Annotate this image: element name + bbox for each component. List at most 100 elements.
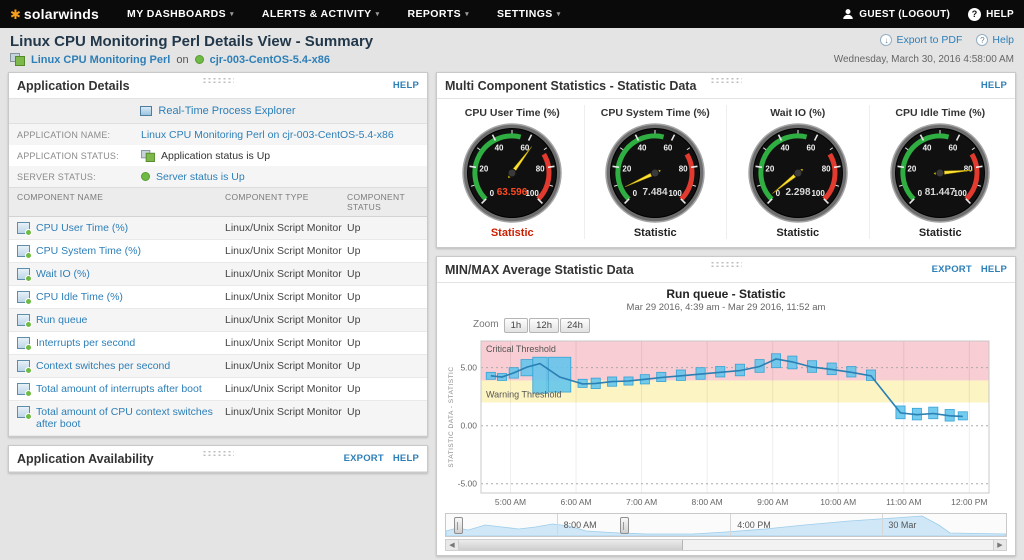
svg-text:40: 40 bbox=[780, 144, 789, 153]
application-link[interactable]: Linux CPU Monitoring Perl bbox=[31, 53, 171, 66]
gauge-series-label[interactable]: Statistic bbox=[918, 227, 962, 239]
component-link[interactable]: CPU System Time (%) bbox=[36, 245, 142, 257]
zoom-button-12h[interactable]: 12h bbox=[529, 318, 559, 333]
content: Application Details HELP Real-Time Proce… bbox=[0, 69, 1024, 556]
chart-horizontal-scrollbar[interactable]: ◀ ▶ bbox=[445, 539, 1007, 551]
svg-text:-5.00: -5.00 bbox=[458, 479, 478, 489]
zoom-controls: Zoom 1h 12h 24h bbox=[473, 315, 1007, 333]
scrollbar-right-arrow-icon[interactable]: ▶ bbox=[993, 540, 1006, 550]
zoom-button-1h[interactable]: 1h bbox=[503, 318, 529, 333]
table-row: CPU System Time (%) Linux/Unix Script Mon… bbox=[9, 240, 427, 263]
export-to-pdf-link[interactable]: ↓ Export to PDF bbox=[880, 34, 962, 46]
nav-item-my-dashboards[interactable]: MY DASHBOARDS ▾ bbox=[127, 8, 234, 20]
application-details-help-link[interactable]: HELP bbox=[392, 80, 419, 91]
component-link[interactable]: Context switches per second bbox=[36, 360, 171, 372]
scrollbar-track[interactable] bbox=[459, 540, 993, 550]
nav-help-label: HELP bbox=[986, 8, 1014, 20]
components-table-body: CPU User Time (%) Linux/Unix Script Monit… bbox=[9, 217, 427, 436]
nav-right: GUEST (LOGOUT) ? HELP bbox=[842, 7, 1014, 21]
table-row: Run queue Linux/Unix Script Monitor Up bbox=[9, 309, 427, 332]
component-status-cell: Up bbox=[347, 337, 361, 349]
component-link[interactable]: Total amount of CPU context switches aft… bbox=[36, 406, 213, 430]
multi-component-help-link[interactable]: HELP bbox=[980, 80, 1007, 91]
nav-help-link[interactable]: ? HELP bbox=[968, 7, 1014, 21]
table-row: Total amount of interrupts after boot Lin… bbox=[9, 378, 427, 401]
table-row: CPU User Time (%) Linux/Unix Script Monit… bbox=[9, 217, 427, 240]
nav-item-settings[interactable]: SETTINGS ▾ bbox=[497, 8, 561, 20]
gauge-series-label[interactable]: Statistic bbox=[633, 227, 677, 239]
page-title: Linux CPU Monitoring Perl Details View -… bbox=[10, 33, 374, 50]
drag-handle-icon[interactable] bbox=[202, 450, 234, 457]
user-menu[interactable]: GUEST (LOGOUT) bbox=[842, 8, 950, 20]
time-range-scrubber[interactable]: 8:00 AM 4:00 PM 30 Mar bbox=[445, 513, 1007, 537]
detail-value-link[interactable]: Linux CPU Monitoring Perl on cjr-003-Cen… bbox=[141, 128, 394, 141]
component-status-dot-icon bbox=[25, 275, 32, 282]
availability-export-link[interactable]: EXPORT bbox=[343, 453, 384, 464]
gauge-series-label[interactable]: Statistic bbox=[490, 227, 534, 239]
component-link[interactable]: Wait IO (%) bbox=[36, 268, 90, 280]
real-time-process-explorer-link[interactable]: Real-Time Process Explorer bbox=[140, 105, 296, 117]
scrubber-minichart bbox=[446, 515, 1006, 536]
page-header: Linux CPU Monitoring Perl Details View -… bbox=[0, 28, 1024, 69]
drag-handle-icon[interactable] bbox=[710, 77, 742, 84]
minmax-export-link[interactable]: EXPORT bbox=[931, 264, 972, 275]
gauge-title: CPU System Time (%) bbox=[600, 107, 710, 119]
gauge-value: 63.596 bbox=[497, 187, 528, 198]
svg-text:20: 20 bbox=[480, 165, 489, 174]
component-status-cell: Up bbox=[347, 268, 361, 280]
application-details-panel: Application Details HELP Real-Time Proce… bbox=[8, 72, 428, 437]
svg-text:0: 0 bbox=[633, 189, 638, 198]
nav-item-label: ALERTS & ACTIVITY bbox=[261, 8, 372, 20]
component-link[interactable]: CPU Idle Time (%) bbox=[36, 291, 123, 303]
scrubber-left-handle[interactable] bbox=[454, 517, 464, 534]
server-link[interactable]: cjr-003-CentOS-5.4-x86 bbox=[209, 53, 331, 66]
solarwinds-logo[interactable]: ✱ solarwinds bbox=[10, 6, 99, 22]
minmax-title: MIN/MAX Average Statistic Data bbox=[445, 262, 634, 277]
detail-row: APPLICATION NAME: Linux CPU Monitoring Pe… bbox=[9, 124, 427, 145]
gauge-series-label[interactable]: Statistic bbox=[776, 227, 820, 239]
drag-handle-icon[interactable] bbox=[202, 77, 234, 84]
help-icon: ? bbox=[968, 7, 982, 21]
minmax-help-link[interactable]: HELP bbox=[980, 264, 1007, 275]
header-help-label: Help bbox=[992, 34, 1014, 46]
svg-text:0: 0 bbox=[490, 189, 495, 198]
chevron-down-icon: ▾ bbox=[229, 11, 234, 18]
detail-label: SERVER STATUS: bbox=[17, 171, 96, 182]
component-link[interactable]: Run queue bbox=[36, 314, 88, 326]
chart-title: Run queue - Statistic bbox=[666, 287, 786, 301]
availability-help-link[interactable]: HELP bbox=[392, 453, 419, 464]
component-status-dot-icon bbox=[25, 413, 32, 420]
drag-handle-icon[interactable] bbox=[710, 261, 742, 268]
multi-component-title: Multi Component Statistics - Statistic D… bbox=[445, 78, 697, 93]
component-link[interactable]: CPU User Time (%) bbox=[36, 222, 129, 234]
gauge-cell-wait-io: Wait IO (%) 0 20 40 60 80 100 2.298 Statistic bbox=[726, 105, 869, 239]
component-type-cell: Linux/Unix Script Monitor bbox=[225, 222, 342, 234]
zoom-button-24h[interactable]: 24h bbox=[560, 318, 590, 333]
svg-text:20: 20 bbox=[908, 165, 917, 174]
scrubber-right-handle[interactable] bbox=[619, 517, 629, 534]
svg-text:40: 40 bbox=[495, 144, 504, 153]
detail-value: Linux CPU Monitoring Perl on cjr-003-Cen… bbox=[141, 129, 394, 141]
run-queue-chart[interactable]: 5.00 0.00 -5.00 Critical Threshold Warning T… bbox=[445, 335, 999, 511]
svg-text:0: 0 bbox=[918, 189, 923, 198]
minmax-chart-area: Run queue - Statistic Mar 29 2016, 4:39 … bbox=[437, 283, 1015, 555]
component-type-cell: Linux/Unix Script Monitor bbox=[225, 245, 342, 257]
component-link[interactable]: Interrupts per second bbox=[36, 337, 136, 349]
svg-text:40: 40 bbox=[923, 144, 932, 153]
header-help-link[interactable]: ? Help bbox=[976, 34, 1014, 46]
svg-text:8:00 AM: 8:00 AM bbox=[692, 497, 723, 507]
component-name-cell: Wait IO (%) bbox=[17, 268, 225, 282]
scrollbar-left-arrow-icon[interactable]: ◀ bbox=[446, 540, 459, 550]
components-table-header: COMPONENT NAME COMPONENT TYPE COMPONENT ST… bbox=[9, 187, 427, 217]
component-status-cell: Up bbox=[347, 222, 361, 234]
component-link[interactable]: Total amount of interrupts after boot bbox=[36, 383, 202, 395]
detail-value-link[interactable]: Server status is Up bbox=[156, 170, 245, 183]
detail-label: APPLICATION STATUS: bbox=[17, 150, 119, 161]
nav-item-alerts-activity[interactable]: ALERTS & ACTIVITY ▾ bbox=[262, 8, 380, 20]
scrollbar-thumb[interactable] bbox=[459, 540, 684, 550]
component-icon bbox=[17, 245, 32, 259]
component-status-dot-icon bbox=[25, 229, 32, 236]
nav-item-reports[interactable]: REPORTS ▾ bbox=[408, 8, 469, 20]
component-type-cell: Linux/Unix Script Monitor bbox=[225, 383, 342, 395]
zoom-label: Zoom bbox=[473, 318, 499, 330]
